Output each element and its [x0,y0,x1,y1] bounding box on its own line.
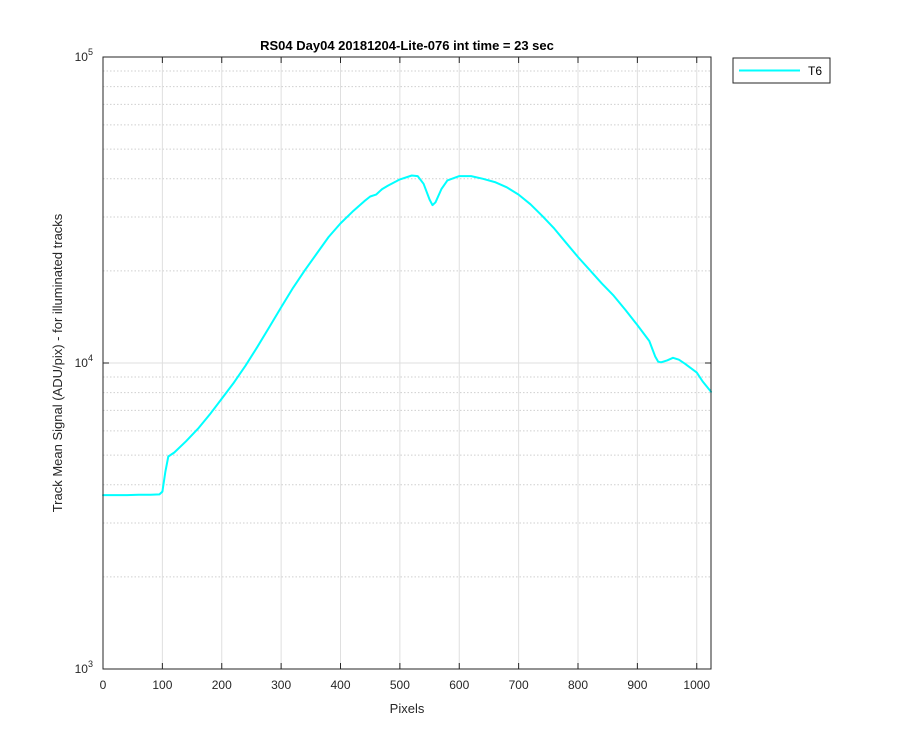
x-axis-label: Pixels [390,701,425,716]
x-tick-label: 600 [449,678,469,692]
x-tick-label: 400 [330,678,350,692]
legend: T6 [732,57,831,84]
x-tick-label: 900 [627,678,647,692]
x-tick-label: 700 [509,678,529,692]
x-tick-label: 800 [568,678,588,692]
tick-layer: 103 104 105 0 100 200 300 400 500 600 700 800 900 100… [75,47,711,692]
y-tick-label: 103 [75,659,93,676]
y-axis-label: Track Mean Signal (ADU/pix) - for illumi… [50,213,65,512]
x-tick-label: 200 [212,678,232,692]
x-tick-label: 300 [271,678,291,692]
chart-title: RS04 Day04 20181204-Lite-076 int time = … [260,38,554,53]
series-layer [102,174,712,497]
legend-label-t6: T6 [808,64,822,78]
x-tick-label: 1000 [683,678,710,692]
x-tick-label: 0 [100,678,107,692]
x-tick-label: 500 [390,678,410,692]
y-tick-label: 104 [75,353,93,370]
grid-layer [103,56,711,670]
series-line-t6 [102,174,712,497]
y-tick-label: 105 [75,47,93,64]
x-tick-label: 100 [152,678,172,692]
